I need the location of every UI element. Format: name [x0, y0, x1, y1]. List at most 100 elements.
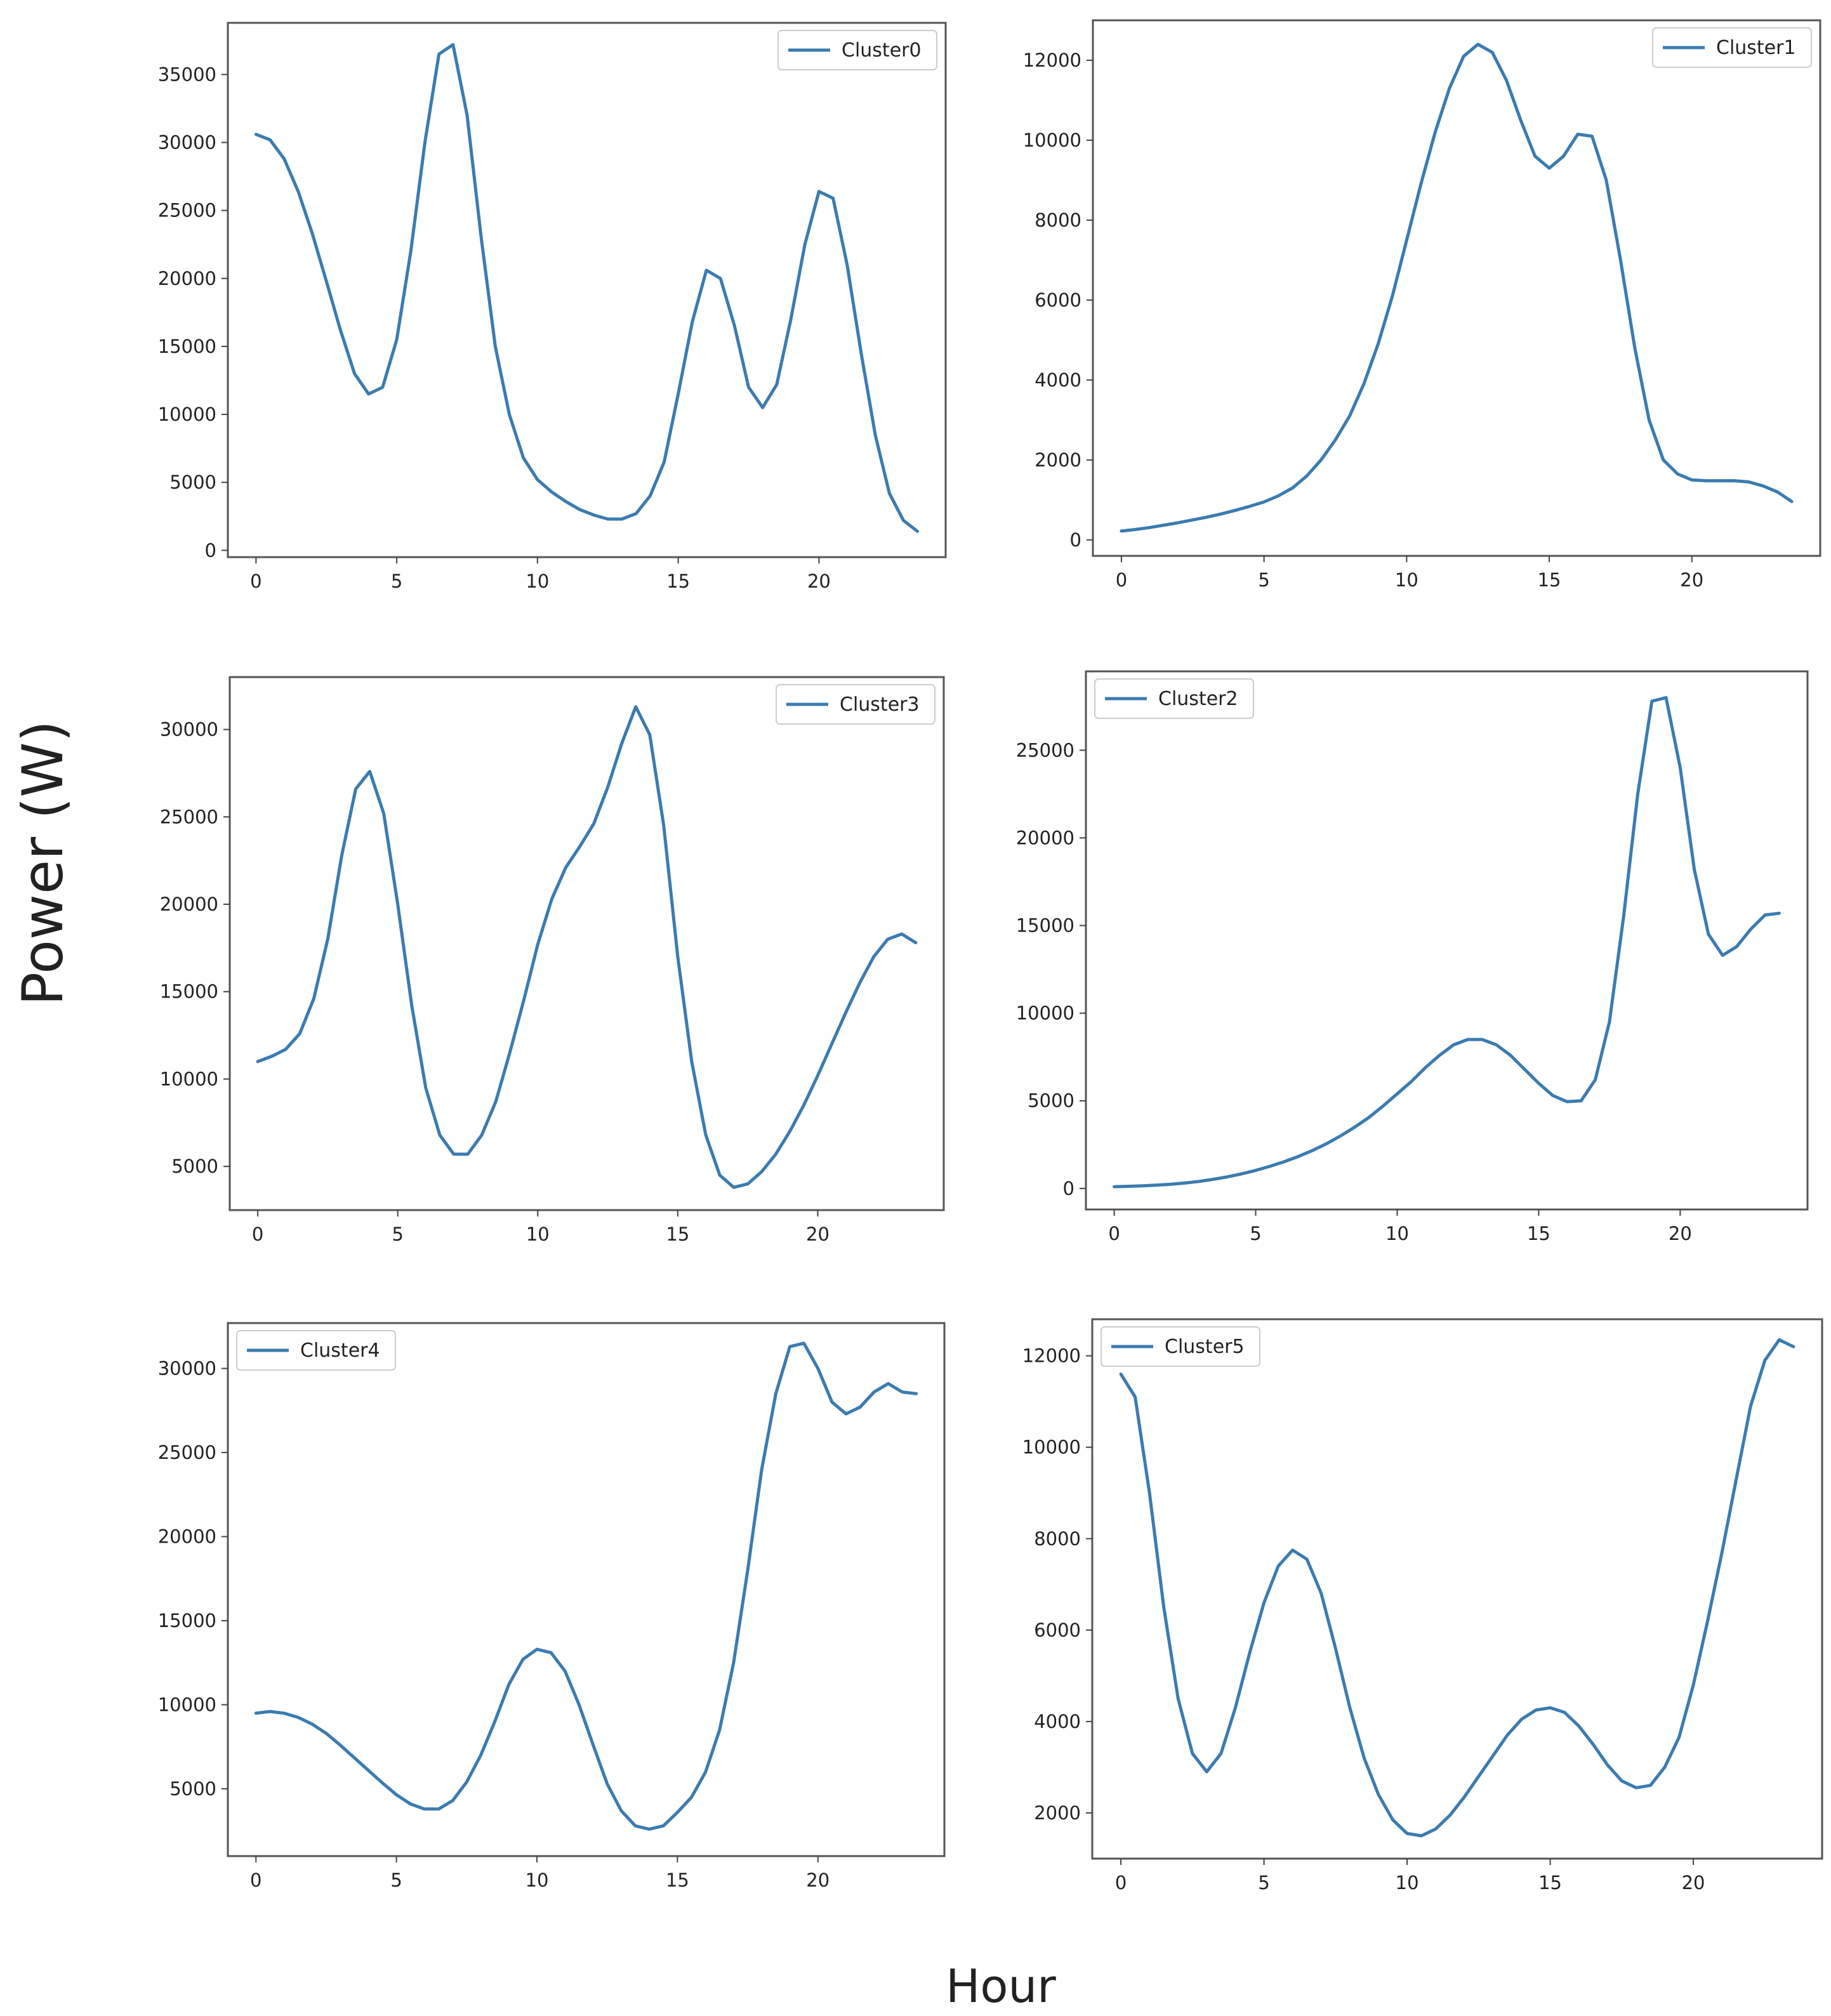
series-line-cluster4	[254, 1341, 918, 1831]
y-tick-label: 25000	[158, 200, 216, 221]
y-tick-label: 0	[205, 539, 216, 561]
y-tick-label: 12000	[1022, 1345, 1081, 1367]
legend: Cluster3	[776, 684, 935, 725]
y-tick-label: 5000	[169, 1778, 216, 1800]
chart-panel-4: 5000 10000 15000 20000 25000 30000 0 5 10 15 20 Clu…	[158, 1322, 946, 1891]
y-tick-label: 10000	[158, 404, 216, 425]
y-tick-label: 20000	[160, 893, 218, 915]
chart-panel-0: 0 5000 10000 15000 20000 25000 30000 35000 0 5 10 1…	[158, 22, 947, 592]
y-tick-label: 20000	[158, 1526, 216, 1548]
y-tick-label: 25000	[1016, 739, 1074, 761]
y-tick-label: 20000	[1016, 827, 1074, 848]
x-tick-label: 0	[1115, 1872, 1127, 1894]
x-tick-label: 10	[526, 1869, 549, 1891]
x-tick-label: 10	[526, 570, 549, 592]
legend-box	[1094, 678, 1254, 719]
series-line-cluster2	[1113, 695, 1781, 1189]
y-tick-label: 2000	[1034, 1802, 1081, 1824]
legend-label: Cluster0	[842, 39, 922, 62]
x-tick-label: 0	[250, 1869, 261, 1891]
figure-xlabel: Hour	[946, 1960, 1056, 2013]
x-tick-label: 15	[666, 1869, 689, 1891]
x-tick-label: 5	[392, 1223, 403, 1245]
plot-frame	[1091, 1318, 1823, 1860]
y-tick-label: 2000	[1034, 449, 1081, 471]
y-tick-label: 10000	[1016, 1003, 1074, 1024]
x-tick-label: 5	[391, 570, 402, 592]
x-tick-label: 0	[250, 570, 261, 592]
y-tick-label: 6000	[1034, 1619, 1081, 1641]
series-line-cluster0	[254, 43, 920, 533]
y-tick-label: 35000	[158, 63, 216, 85]
legend-label: Cluster5	[1165, 1336, 1245, 1358]
x-tick-label: 15	[666, 570, 690, 592]
y-tick-label: 5000	[171, 1156, 218, 1177]
y-tick-label: 12000	[1023, 49, 1081, 71]
y-tick-label: 25000	[160, 806, 218, 827]
legend: Cluster2	[1094, 678, 1254, 719]
y-tick-label: 15000	[1016, 915, 1074, 937]
y-tick-label: 0	[1070, 529, 1081, 551]
figure-ylabel: Power (W)	[10, 720, 76, 1006]
y-tick-label: 10000	[160, 1068, 218, 1090]
y-tick-label: 10000	[1023, 129, 1081, 151]
legend-box	[1101, 1326, 1260, 1367]
legend-box	[777, 30, 937, 70]
series-line-cluster1	[1120, 43, 1794, 533]
plot-frame	[227, 1322, 946, 1857]
plot-frame	[1085, 670, 1809, 1211]
y-tick-label: 5000	[1028, 1090, 1074, 1112]
plot-frame	[227, 22, 947, 558]
chart-panel-3: 0 5000 10000 15000 20000 25000 0 5 10 15 20 Cluster…	[1016, 670, 1809, 1244]
y-tick-label: 0	[1063, 1178, 1074, 1199]
legend: Cluster5	[1101, 1326, 1260, 1367]
x-tick-label: 5	[1258, 569, 1269, 591]
x-tick-label: 10	[1385, 1223, 1409, 1244]
x-tick-label: 0	[1116, 569, 1127, 591]
chart-panel-5: 2000 4000 6000 8000 10000 12000 0 5 10 15 20 Cluste…	[1022, 1318, 1823, 1894]
x-tick-label: 5	[1258, 1872, 1269, 1894]
y-tick-label: 4000	[1034, 369, 1081, 391]
legend-box	[236, 1330, 396, 1371]
x-tick-label: 0	[252, 1223, 263, 1245]
x-tick-label: 15	[1538, 569, 1561, 591]
plot-frame	[228, 676, 945, 1211]
x-tick-label: 0	[1108, 1223, 1120, 1244]
legend-label: Cluster4	[300, 1340, 380, 1362]
x-tick-label: 5	[390, 1869, 402, 1891]
y-tick-label: 5000	[169, 471, 216, 493]
y-tick-label: 20000	[158, 268, 216, 289]
y-tick-label: 8000	[1034, 209, 1081, 231]
y-tick-label: 30000	[158, 132, 216, 154]
x-tick-label: 10	[1396, 1872, 1419, 1894]
legend-label: Cluster2	[1158, 688, 1238, 710]
x-tick-label: 5	[1250, 1223, 1261, 1244]
y-tick-label: 15000	[158, 1610, 216, 1631]
legend-box	[1652, 27, 1812, 68]
y-tick-label: 4000	[1034, 1711, 1081, 1732]
y-tick-label: 10000	[158, 1694, 216, 1716]
y-tick-label: 25000	[158, 1442, 216, 1463]
x-tick-label: 20	[806, 1223, 830, 1245]
y-tick-label: 15000	[160, 981, 218, 1003]
legend-label: Cluster1	[1716, 37, 1796, 59]
x-tick-label: 20	[807, 570, 831, 592]
y-tick-label: 30000	[160, 719, 218, 741]
x-tick-label: 15	[1527, 1223, 1550, 1244]
legend: Cluster0	[777, 30, 937, 70]
chart-panel-2: 5000 10000 15000 20000 25000 30000 0 5 10 15 20 Clu…	[160, 676, 945, 1245]
x-tick-label: 20	[806, 1869, 830, 1891]
plot-frame	[1092, 19, 1821, 557]
series-line-cluster5	[1119, 1338, 1795, 1838]
chart-panel-1: 0 2000 4000 6000 8000 10000 12000 0 5 10 15 20 Clust…	[1023, 19, 1821, 591]
y-tick-label: 30000	[158, 1358, 216, 1380]
y-tick-label: 6000	[1034, 289, 1081, 311]
y-tick-label: 15000	[158, 336, 216, 357]
legend-box	[776, 684, 935, 725]
series-line-cluster3	[256, 705, 918, 1189]
x-tick-label: 15	[666, 1223, 689, 1245]
y-tick-label: 8000	[1034, 1528, 1081, 1550]
legend: Cluster4	[236, 1330, 396, 1371]
